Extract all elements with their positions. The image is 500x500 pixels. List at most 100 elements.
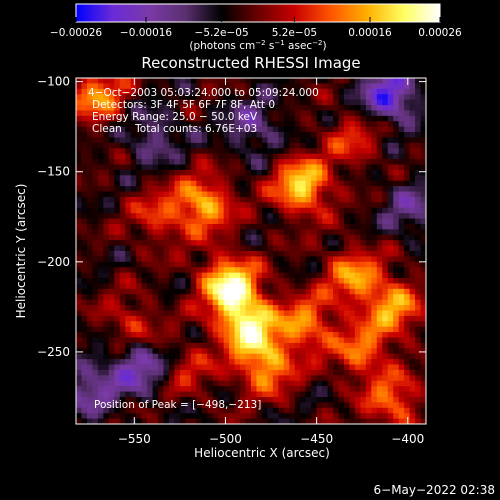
heatmap-cell xyxy=(420,213,426,220)
heatmap-cell xyxy=(81,261,88,268)
heatmap-cell xyxy=(305,294,312,301)
heatmap-cell xyxy=(349,386,356,393)
heatmap-cell xyxy=(311,94,318,101)
heatmap-cell xyxy=(119,148,126,155)
heatmap-cell xyxy=(196,175,203,182)
heatmap-cell xyxy=(267,159,274,166)
heatmap-cell xyxy=(218,180,225,187)
heatmap-cell xyxy=(125,110,132,117)
heatmap-cell xyxy=(174,278,181,285)
heatmap-cell xyxy=(136,391,143,398)
heatmap-cell xyxy=(201,153,208,160)
heatmap-cell xyxy=(125,267,132,274)
heatmap-cell xyxy=(190,78,197,85)
heatmap-cell xyxy=(251,251,258,258)
heatmap-cell xyxy=(218,375,225,382)
heatmap-cell xyxy=(125,375,132,382)
heatmap-cell xyxy=(81,321,88,328)
heatmap-cell xyxy=(283,402,290,409)
heatmap-cell xyxy=(311,342,318,349)
heatmap-cell xyxy=(343,364,351,371)
heatmap-cell xyxy=(103,180,110,187)
heatmap-cell xyxy=(376,256,383,263)
heatmap-cell xyxy=(398,99,405,106)
annotation-block: 4−Oct−2003 05:03:24.000 to 05:09:24.000 … xyxy=(88,87,319,411)
heatmap-cell xyxy=(152,288,159,295)
heatmap-cell xyxy=(349,137,356,144)
heatmap-cell xyxy=(229,348,236,355)
heatmap-cell xyxy=(256,342,263,349)
heatmap-cell xyxy=(311,288,318,295)
heatmap-cell xyxy=(76,407,83,414)
heatmap-cell xyxy=(376,186,383,193)
heatmap-cell xyxy=(333,159,340,166)
heatmap-cell xyxy=(354,234,361,241)
heatmap-cell xyxy=(283,234,290,241)
heatmap-cell xyxy=(360,196,367,203)
heatmap-cell xyxy=(185,229,192,236)
heatmap-cell xyxy=(234,332,241,339)
heatmap-cell xyxy=(327,159,334,166)
heatmap-cell xyxy=(415,207,422,214)
heatmap-cell xyxy=(92,115,99,122)
heatmap-cell xyxy=(349,213,356,220)
heatmap-cell xyxy=(185,159,192,166)
heatmap-cell xyxy=(174,386,181,393)
heatmap-cell xyxy=(305,305,312,312)
heatmap-cell xyxy=(289,142,296,149)
heatmap-cell xyxy=(190,180,197,187)
heatmap-cell xyxy=(278,283,285,290)
heatmap-cell xyxy=(207,191,214,198)
heatmap-cell xyxy=(158,245,165,252)
heatmap-cell xyxy=(147,202,154,209)
heatmap-cell xyxy=(108,369,115,376)
heatmap-cell xyxy=(240,223,247,230)
heatmap-cell xyxy=(103,169,110,176)
heatmap-cell xyxy=(119,180,126,187)
heatmap-cell xyxy=(376,164,383,171)
heatmap-cell xyxy=(92,213,99,220)
heatmap-cell xyxy=(97,180,104,187)
heatmap-cell xyxy=(300,169,307,176)
heatmap-cell xyxy=(147,223,154,230)
heatmap-cell xyxy=(261,261,269,268)
heatmap-cell xyxy=(420,83,426,90)
heatmap-cell xyxy=(382,142,389,149)
heatmap-cell xyxy=(261,105,269,112)
heatmap-cell xyxy=(272,159,279,166)
heatmap-cell xyxy=(256,332,263,339)
heatmap-cell xyxy=(376,137,383,144)
heatmap-cell xyxy=(322,223,329,230)
heatmap-cell xyxy=(212,121,219,128)
heatmap-cell xyxy=(404,272,411,279)
heatmap-cell xyxy=(92,396,99,403)
heatmap-cell xyxy=(267,196,274,203)
heatmap-cell xyxy=(371,407,378,414)
heatmap-cell xyxy=(283,283,290,290)
heatmap-cell xyxy=(393,267,400,274)
heatmap-cell xyxy=(343,169,351,176)
heatmap-cell xyxy=(86,78,94,85)
heatmap-cell xyxy=(251,407,258,414)
heatmap-cell xyxy=(125,142,132,149)
heatmap-cell xyxy=(190,294,197,301)
heatmap-cell xyxy=(365,191,372,198)
heatmap-cell xyxy=(218,337,225,344)
heatmap-cell xyxy=(409,332,416,339)
heatmap-cell xyxy=(168,272,176,279)
heatmap-cell xyxy=(409,186,416,193)
heatmap-cell xyxy=(185,126,192,133)
heatmap-cell xyxy=(152,105,159,112)
heatmap-cell xyxy=(289,326,296,333)
heatmap-cell xyxy=(136,164,143,171)
heatmap-cell xyxy=(371,348,378,355)
heatmap-cell xyxy=(245,315,252,322)
heatmap-cell xyxy=(130,288,137,295)
heatmap-cell xyxy=(108,132,115,139)
heatmap-cell xyxy=(393,413,400,420)
heatmap-cell xyxy=(136,110,143,117)
heatmap-cell xyxy=(294,413,301,420)
heatmap-cell xyxy=(316,359,323,366)
heatmap-cell xyxy=(376,121,383,128)
heatmap-cell xyxy=(185,337,192,344)
